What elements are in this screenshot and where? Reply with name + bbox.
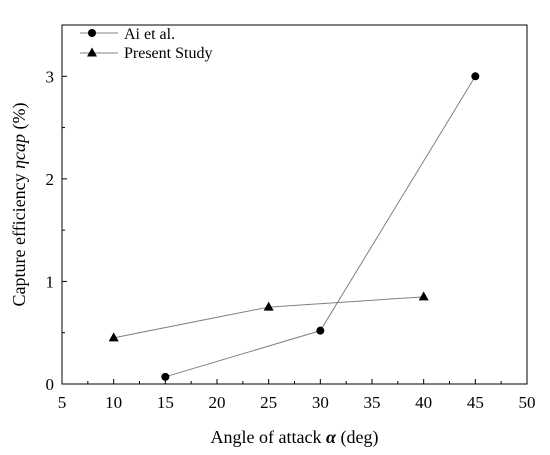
data-point-circle: [471, 72, 480, 81]
y-axis: 0 1 2 3: [46, 67, 67, 394]
y-tick-label: 0: [46, 375, 55, 394]
data-point-circle: [316, 326, 325, 335]
x-tick-label: 45: [467, 393, 484, 412]
x-axis-title-text: Angle of attack: [211, 427, 322, 447]
y-tick-label: 1: [46, 272, 55, 291]
x-tick-label: 35: [364, 393, 381, 412]
y-tick-label: 3: [46, 67, 55, 86]
legend: Ai et al. Present Study: [80, 26, 212, 62]
x-axis: 5 10 15 20 25 30 35 40 45 50: [58, 379, 536, 412]
y-axis-title-subscript: cap: [9, 134, 29, 160]
x-tick-label: 50: [519, 393, 536, 412]
y-axis-title-text: Capture efficiency: [9, 173, 29, 306]
legend-marker-triangle: [87, 47, 97, 57]
x-tick-label: 20: [209, 393, 226, 412]
y-tick-label: 2: [46, 170, 55, 189]
x-tick-label: 15: [157, 393, 174, 412]
x-axis-title-unit: (deg): [340, 427, 378, 448]
series-layer: [108, 72, 480, 381]
data-point-triangle: [418, 291, 429, 301]
x-tick-label: 25: [260, 393, 277, 412]
data-point-circle: [161, 372, 170, 381]
y-axis-title: Capture efficiency ηcap (%): [9, 102, 30, 306]
x-axis-title: Angle of attack α (deg): [211, 427, 379, 448]
x-tick-label: 40: [415, 393, 432, 412]
x-tick-label: 10: [105, 393, 122, 412]
legend-label-present: Present Study: [124, 45, 212, 62]
x-axis-title-symbol: α: [326, 427, 337, 447]
x-tick-label: 30: [312, 393, 329, 412]
y-axis-title-unit: (%): [9, 102, 30, 129]
legend-marker-circle: [88, 29, 96, 37]
x-tick-label: 5: [58, 393, 67, 412]
data-point-triangle: [263, 301, 274, 311]
y-axis-title-symbol: η: [9, 160, 29, 169]
legend-label-ai: Ai et al.: [124, 26, 175, 43]
data-point-triangle: [108, 332, 119, 342]
plot-area: [61, 24, 528, 385]
